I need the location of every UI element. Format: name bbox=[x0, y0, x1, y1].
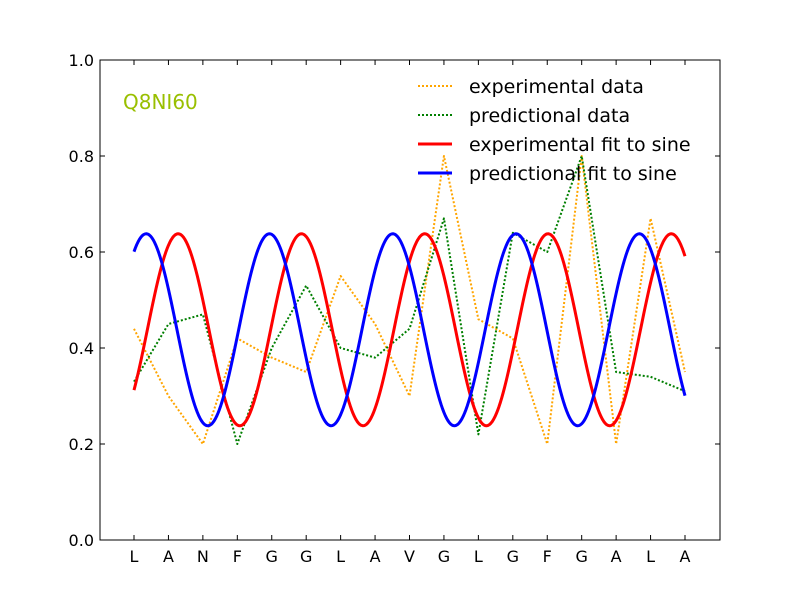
x-tick-label: L bbox=[130, 547, 139, 566]
legend-label-4: predictional fit to sine bbox=[469, 163, 677, 185]
series-lines bbox=[132, 155, 687, 445]
x-tick-label: A bbox=[163, 547, 174, 566]
x-tick-label: A bbox=[611, 547, 622, 566]
y-tick-label: 0.2 bbox=[69, 435, 94, 454]
protein-id-annotation: Q8NI60 bbox=[123, 90, 198, 114]
x-tick-label: G bbox=[575, 547, 587, 566]
legend-label-2: predictional data bbox=[469, 105, 630, 127]
y-tick-label: 0.0 bbox=[69, 531, 94, 550]
x-tick-label: A bbox=[370, 547, 381, 566]
legend: experimental data predictional data experi… bbox=[418, 76, 691, 185]
x-tick-label: G bbox=[438, 547, 450, 566]
x-tick-label: L bbox=[336, 547, 345, 566]
y-tick-label: 0.8 bbox=[69, 147, 94, 166]
series-line-2 bbox=[133, 155, 686, 445]
x-tick-label: A bbox=[680, 547, 691, 566]
x-tick-label: G bbox=[266, 547, 278, 566]
y-tick-label: 0.4 bbox=[69, 339, 94, 358]
plot-frame bbox=[99, 59, 721, 541]
x-tick-label: V bbox=[404, 547, 415, 566]
series-line-1 bbox=[133, 155, 686, 445]
series-line-4 bbox=[132, 232, 687, 428]
x-tick-label: F bbox=[233, 547, 242, 566]
axis-ticks: L A N F G G L A V G L G F G A L A 0.0 0.2 0.4 0.6 0.8 1.0 bbox=[69, 51, 720, 566]
x-tick-label: F bbox=[543, 547, 552, 566]
x-tick-label: G bbox=[300, 547, 312, 566]
legend-label-3: experimental fit to sine bbox=[469, 134, 691, 156]
x-tick-label: L bbox=[474, 547, 483, 566]
y-tick-label: 0.6 bbox=[69, 243, 94, 262]
x-tick-label: G bbox=[507, 547, 519, 566]
legend-label-1: experimental data bbox=[469, 76, 644, 98]
y-tick-label: 1.0 bbox=[69, 51, 94, 70]
x-tick-label: N bbox=[197, 547, 209, 566]
x-tick-label: L bbox=[646, 547, 655, 566]
